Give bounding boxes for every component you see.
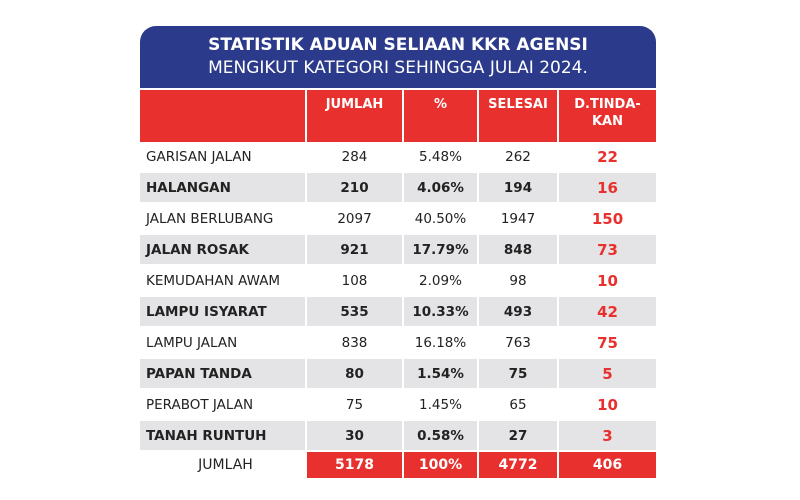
total-row: JUMLAH 5178 100% 4772 406 (140, 452, 656, 480)
value-cell: 75 (305, 390, 402, 421)
category-cell: GARISAN JALAN (140, 142, 305, 173)
table-row: PAPAN TANDA 80 1.54% 75 5 (140, 359, 656, 390)
value-cell: 10 (557, 390, 656, 421)
value-cell: 75 (557, 328, 656, 359)
value-cell: 4.06% (402, 173, 477, 204)
value-cell: 493 (477, 297, 557, 328)
table-row: LAMPU JALAN 838 16.18% 763 75 (140, 328, 656, 359)
table-row: GARISAN JALAN 284 5.48% 262 22 (140, 142, 656, 173)
table-row: TANAH RUNTUH 30 0.58% 27 3 (140, 421, 656, 452)
total-cell: 406 (557, 452, 656, 480)
value-cell: 1.54% (402, 359, 477, 390)
value-cell: 921 (305, 235, 402, 266)
value-cell: 98 (477, 266, 557, 297)
value-cell: 3 (557, 421, 656, 452)
value-cell: 838 (305, 328, 402, 359)
header-cell: SELESAI (477, 90, 557, 142)
table-row: LAMPU ISYARAT 535 10.33% 493 42 (140, 297, 656, 328)
value-cell: 17.79% (402, 235, 477, 266)
total-cell: 4772 (477, 452, 557, 480)
value-cell: 30 (305, 421, 402, 452)
value-cell: 75 (477, 359, 557, 390)
table-row: JALAN BERLUBANG 2097 40.50% 1947 150 (140, 204, 656, 235)
category-cell: KEMUDAHAN AWAM (140, 266, 305, 297)
value-cell: 22 (557, 142, 656, 173)
category-cell: PERABOT JALAN (140, 390, 305, 421)
value-cell: 80 (305, 359, 402, 390)
value-cell: 210 (305, 173, 402, 204)
value-cell: 5 (557, 359, 656, 390)
header-cell: % (402, 90, 477, 142)
table-row: JALAN ROSAK 921 17.79% 848 73 (140, 235, 656, 266)
category-cell: JALAN ROSAK (140, 235, 305, 266)
value-cell: 65 (477, 390, 557, 421)
table-row: PERABOT JALAN 75 1.45% 65 10 (140, 390, 656, 421)
header-row: JUMLAH% SELESAI D.TINDA- KAN (140, 90, 656, 142)
value-cell: 2097 (305, 204, 402, 235)
value-cell: 848 (477, 235, 557, 266)
value-cell: 150 (557, 204, 656, 235)
value-cell: 1.45% (402, 390, 477, 421)
value-cell: 40.50% (402, 204, 477, 235)
value-cell: 10 (557, 266, 656, 297)
header-line: D.TINDA- (574, 97, 641, 112)
value-cell: 108 (305, 266, 402, 297)
category-cell: LAMPU ISYARAT (140, 297, 305, 328)
value-cell: 16 (557, 173, 656, 204)
category-cell: LAMPU JALAN (140, 328, 305, 359)
value-cell: 42 (557, 297, 656, 328)
total-cell: 100% (402, 452, 477, 480)
header-cell: D.TINDA- KAN (557, 90, 656, 142)
table-row: KEMUDAHAN AWAM 108 2.09% 98 10 (140, 266, 656, 297)
value-cell: 10.33% (402, 297, 477, 328)
value-cell: 535 (305, 297, 402, 328)
header-cell (140, 90, 305, 142)
total-cell: 5178 (305, 452, 402, 480)
value-cell: 73 (557, 235, 656, 266)
value-cell: 194 (477, 173, 557, 204)
category-cell: PAPAN TANDA (140, 359, 305, 390)
infographic: STATISTIK ADUAN SELIAAN KKR AGENSI MENGI… (140, 26, 656, 480)
header-cell: JUMLAH (305, 90, 402, 142)
value-cell: 284 (305, 142, 402, 173)
table-body: GARISAN JALAN 284 5.48% 262 22 HALANGAN 210 4.0… (140, 142, 656, 452)
value-cell: 763 (477, 328, 557, 359)
value-cell: 16.18% (402, 328, 477, 359)
table: JUMLAH% SELESAI D.TINDA- KAN GARISAN JALAN 2… (140, 90, 656, 480)
total-label: JUMLAH (140, 452, 305, 480)
header-line: KAN (591, 114, 623, 129)
category-cell: JALAN BERLUBANG (140, 204, 305, 235)
value-cell: 0.58% (402, 421, 477, 452)
category-cell: HALANGAN (140, 173, 305, 204)
title-box: STATISTIK ADUAN SELIAAN KKR AGENSI MENGI… (140, 26, 656, 88)
value-cell: 2.09% (402, 266, 477, 297)
category-cell: TANAH RUNTUH (140, 421, 305, 452)
value-cell: 1947 (477, 204, 557, 235)
value-cell: 27 (477, 421, 557, 452)
subtitle: MENGIKUT KATEGORI SEHINGGA JULAI 2024. (208, 58, 588, 78)
table-row: HALANGAN 210 4.06% 194 16 (140, 173, 656, 204)
value-cell: 5.48% (402, 142, 477, 173)
value-cell: 262 (477, 142, 557, 173)
title: STATISTIK ADUAN SELIAAN KKR AGENSI (208, 35, 588, 55)
